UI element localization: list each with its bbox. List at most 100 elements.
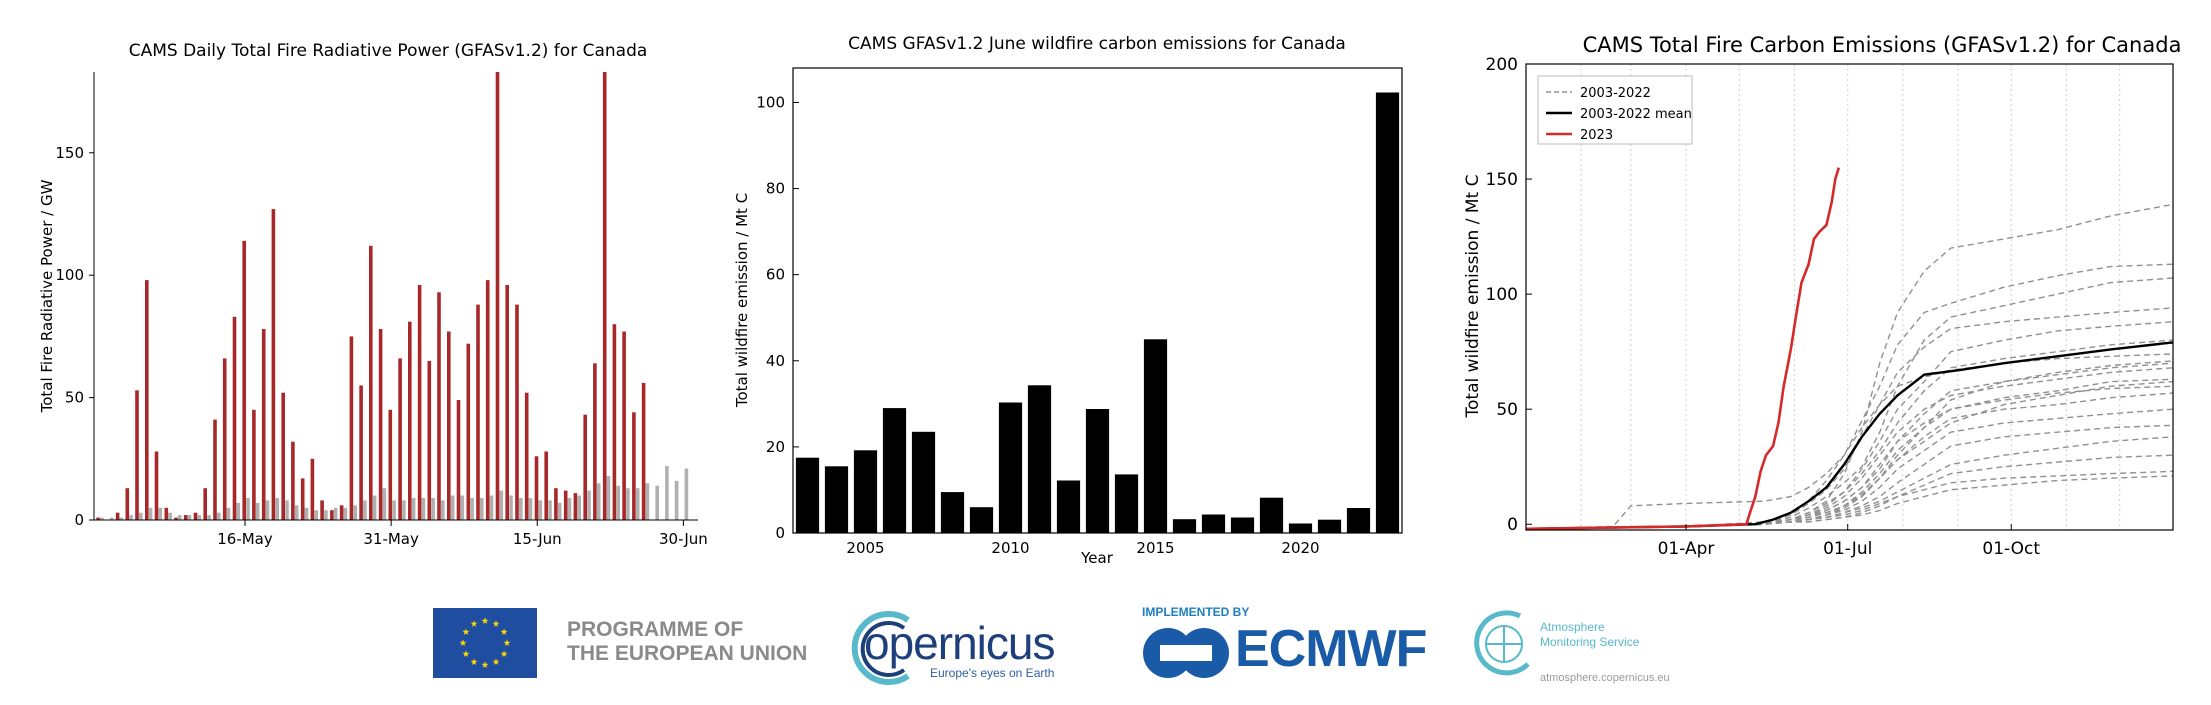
frp-bar-2023 (524, 392, 529, 520)
frp-bar-mean (674, 480, 679, 520)
cams-logo: Atmosphere Monitoring Service atmosphere… (1470, 608, 1680, 693)
frp-bar-mean (441, 500, 445, 520)
frp-bar-mean (304, 507, 309, 520)
y-tick-label: 150 (55, 144, 84, 162)
emission-bar (1172, 519, 1197, 533)
frp-chart: CAMS Daily Total Fire Radiative Power (G… (38, 41, 708, 548)
x-tick-label: 2010 (991, 539, 1029, 557)
x-tick-label: 2015 (1136, 539, 1174, 557)
cams-url: atmosphere.copernicus.eu (1540, 672, 1670, 684)
frp-bar-mean (158, 507, 163, 520)
frp-bar-mean (460, 495, 465, 520)
plot-frame (1525, 63, 2174, 531)
y-tick-label: 100 (1486, 285, 1518, 305)
ecmwf-logo: IMPLEMENTED BY ECMWF (1140, 605, 1430, 685)
emission-bar (969, 507, 994, 533)
historical-year-line (1525, 475, 2174, 530)
emission-bar (1027, 385, 1052, 533)
frp-bar-2023 (554, 488, 558, 520)
frp-bar-mean (324, 510, 328, 520)
frp-bar-mean (372, 495, 377, 520)
x-tick-label: 15-Jun (513, 530, 562, 548)
y-axis-label: Total Fire Radiative Power / GW (38, 179, 56, 413)
line-2023 (1525, 167, 1841, 531)
y-tick-label: 0 (775, 524, 785, 542)
copernicus-name: opernicus (864, 617, 1055, 669)
frp-bar-2023 (291, 441, 295, 520)
frp-bar-2023 (495, 72, 500, 520)
frp-bar-mean (684, 468, 689, 520)
eu-star-icon (470, 620, 478, 627)
emission-bar (824, 466, 849, 533)
y-tick-label: 200 (1486, 55, 1518, 75)
x-axis-label: Year (1080, 549, 1114, 567)
eu-text-line1: PROGRAMME OF (567, 618, 744, 641)
frp-bar-2023 (242, 240, 246, 520)
frp-bar-2023 (378, 329, 383, 520)
frp-bar-mean (587, 490, 591, 520)
eu-star-icon (470, 658, 478, 665)
frp-bar-mean (480, 498, 484, 520)
frp-bar-2023 (476, 304, 480, 520)
frp-bar-2023 (281, 392, 285, 520)
eu-star-icon (500, 650, 508, 657)
y-tick-label: 100 (756, 93, 785, 111)
historical-year-line (1525, 307, 2174, 530)
y-tick-label: 50 (65, 389, 84, 407)
frp-bar-mean (538, 500, 543, 520)
frp-bar-mean (363, 500, 367, 520)
frp-bar-mean (655, 485, 659, 520)
y-tick-label: 20 (766, 438, 785, 456)
emission-bar (998, 402, 1023, 533)
frp-bar-mean (528, 498, 533, 520)
frp-bar-mean (168, 512, 172, 520)
eu-star-icon (500, 628, 508, 635)
frp-bar-2023 (369, 245, 373, 521)
frp-bar-mean (626, 488, 630, 520)
frp-bar-2023 (261, 329, 266, 520)
copernicus-c-icon (851, 611, 910, 685)
frp-bar-2023 (213, 419, 217, 520)
cumulative-emissions-chart: CAMS Total Fire Carbon Emissions (GFASv1… (1463, 33, 2182, 559)
frp-bar-mean (567, 498, 572, 520)
emission-bar (1085, 409, 1110, 533)
frp-bar-mean (616, 485, 620, 520)
emission-bar (1317, 519, 1342, 533)
cams-line2: Monitoring Service (1540, 635, 1640, 649)
ecmwf-name: ECMWF (1235, 620, 1427, 678)
frp-bar-2023 (456, 400, 461, 520)
y-axis-label: Total wildfire emission / Mt C (1463, 175, 1483, 419)
frp-bar-2023 (466, 343, 471, 520)
frp-bar-mean (217, 512, 221, 520)
emission-bar (1201, 514, 1226, 533)
legend-box (1537, 75, 1693, 145)
eu-star-icon (492, 620, 500, 627)
frp-bar-mean (470, 498, 474, 520)
frp-bar-mean (557, 502, 562, 520)
emission-bar (911, 431, 936, 533)
frp-bar-2023 (271, 209, 276, 520)
frp-bar-2023 (203, 488, 207, 520)
frp-bar-mean (635, 488, 640, 520)
frp-bar-mean (392, 500, 396, 520)
frp-bar-2023 (183, 515, 188, 520)
chart-title: CAMS Total Fire Carbon Emissions (GFASv1… (1583, 33, 2182, 57)
x-tick-label: 31-May (363, 530, 419, 548)
x-tick-label: 01-Jul (1823, 539, 1872, 559)
y-tick-label: 100 (55, 266, 84, 284)
frp-bar-2023 (427, 360, 432, 520)
y-tick-label: 60 (766, 266, 785, 284)
frp-bar-2023 (485, 280, 490, 520)
frp-bar-2023 (96, 517, 100, 520)
frp-bar-mean (139, 512, 143, 520)
historical-year-line (1525, 353, 2174, 530)
eu-star-icon (492, 658, 500, 665)
frp-bar-mean (353, 505, 357, 520)
historical-year-line (1525, 339, 2174, 530)
frp-bar-2023 (505, 285, 509, 520)
frp-bar-mean (548, 500, 552, 520)
legend-label: 2003-2022 (1580, 86, 1651, 101)
eu-text-line2: THE EUROPEAN UNION (567, 642, 808, 665)
legend: 2003-2022 2003-2022 mean 2023 (1537, 75, 1693, 145)
y-tick-label: 80 (766, 180, 785, 198)
